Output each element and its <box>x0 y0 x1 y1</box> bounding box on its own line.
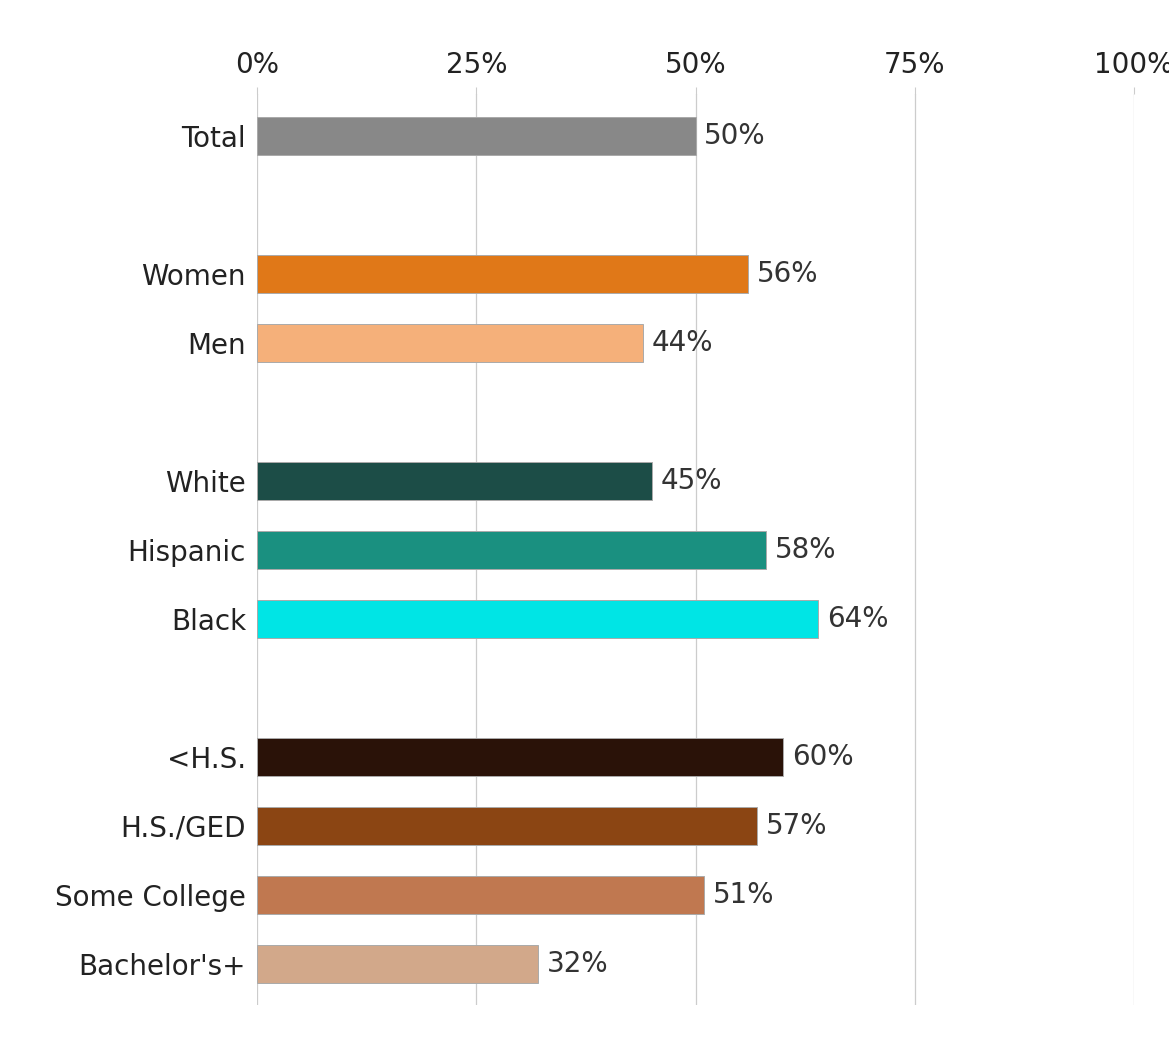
Text: 57%: 57% <box>766 811 828 840</box>
Text: 58%: 58% <box>775 536 836 563</box>
Bar <box>257 116 696 155</box>
Bar <box>257 462 652 499</box>
Bar <box>257 807 758 845</box>
Text: 51%: 51% <box>713 881 775 909</box>
Text: 60%: 60% <box>791 742 853 771</box>
Bar <box>257 324 643 361</box>
Text: 56%: 56% <box>758 260 818 288</box>
Bar <box>257 254 748 292</box>
Bar <box>257 738 783 776</box>
Text: 44%: 44% <box>652 329 713 357</box>
Text: 50%: 50% <box>704 121 766 150</box>
Bar <box>257 875 704 914</box>
Bar <box>257 944 538 983</box>
Text: 32%: 32% <box>546 950 608 978</box>
Bar <box>257 600 818 638</box>
Bar <box>257 531 766 569</box>
Text: 64%: 64% <box>828 605 888 632</box>
Text: 45%: 45% <box>660 467 722 494</box>
